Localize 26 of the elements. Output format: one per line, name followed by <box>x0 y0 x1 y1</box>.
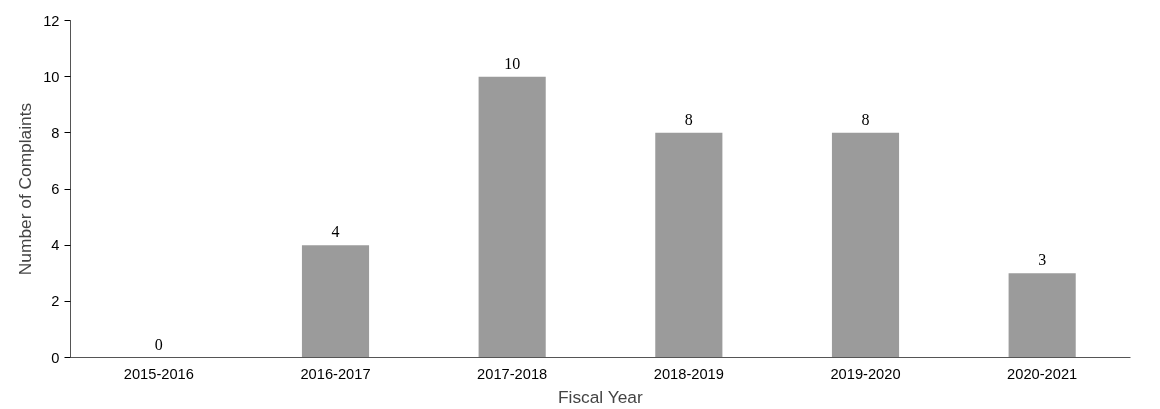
bar <box>831 132 900 358</box>
x-tick-label: 2018-2019 <box>653 365 724 382</box>
y-tick-label: 2 <box>51 293 60 310</box>
data-label: 8 <box>861 110 870 128</box>
x-tick-label: 2016-2017 <box>300 365 371 382</box>
x-tick-label: 2020-2021 <box>1007 365 1078 382</box>
y-tick-label: 10 <box>43 68 60 85</box>
bar <box>1008 273 1076 358</box>
data-label: 0 <box>154 335 163 353</box>
y-tick-label: 12 <box>43 12 60 29</box>
x-tick-label: 2017-2018 <box>477 365 548 382</box>
y-tick-label: 8 <box>51 124 60 141</box>
x-axis-title: Fiscal Year <box>557 386 643 407</box>
bar <box>301 245 370 358</box>
bar <box>478 76 546 358</box>
data-label: 4 <box>331 223 340 241</box>
bar <box>655 132 723 358</box>
data-label: 8 <box>684 110 693 128</box>
y-tick-label: 4 <box>51 237 60 254</box>
y-tick-label: 0 <box>51 349 60 366</box>
data-label: 10 <box>504 54 521 72</box>
x-tick-label: 2019-2020 <box>830 365 901 382</box>
y-tick-label: 6 <box>51 181 60 197</box>
data-label: 3 <box>1038 251 1047 269</box>
y-axis-title: Number of Complaints <box>15 102 36 276</box>
x-tick-label: 2015-2016 <box>123 365 194 382</box>
